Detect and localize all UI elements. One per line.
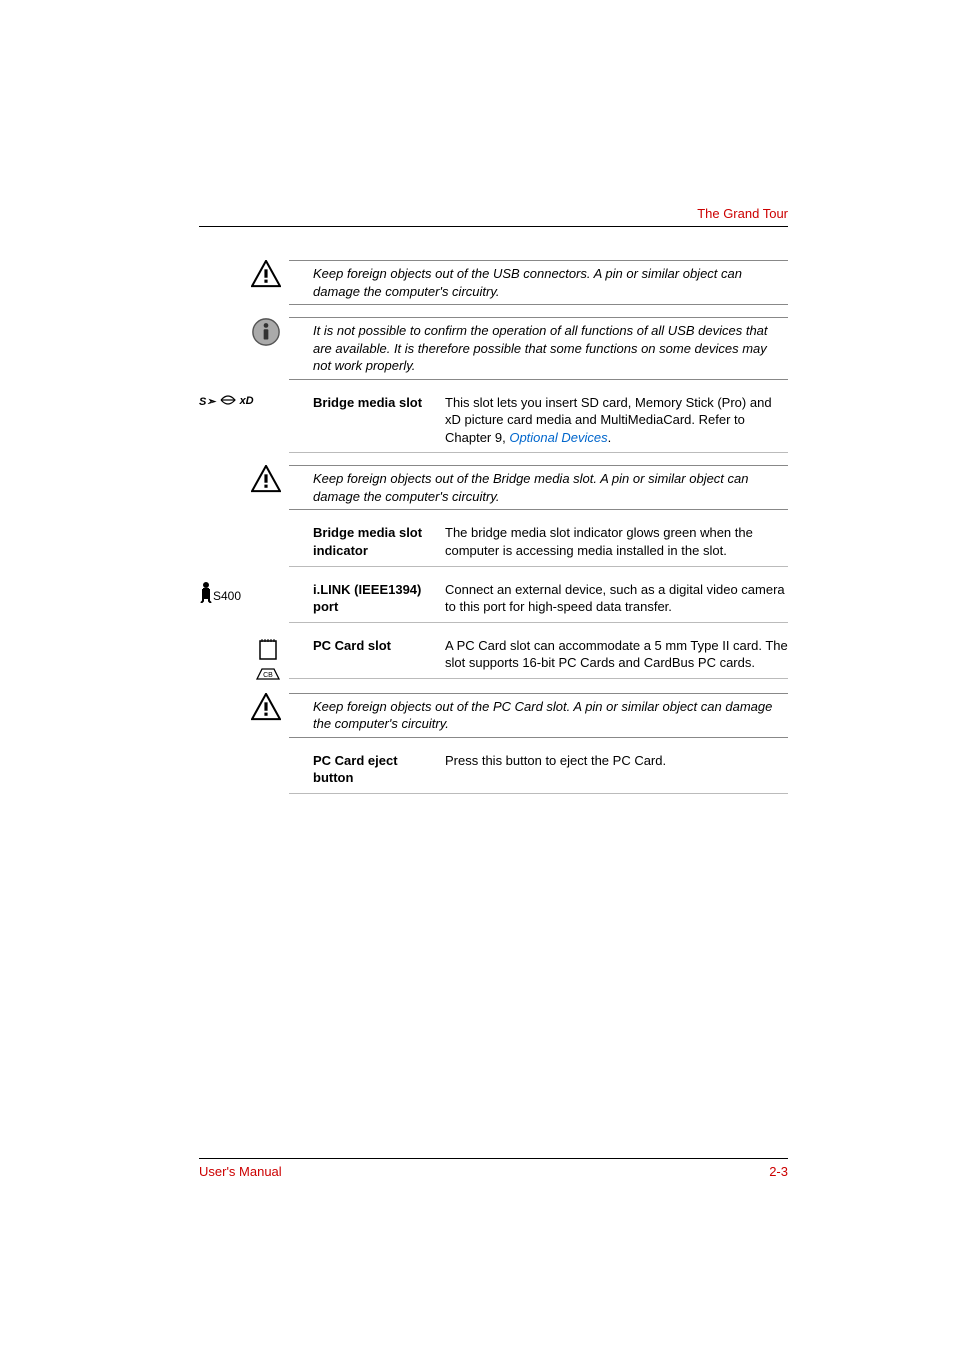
note-text: Keep foreign objects out of the PC Card … xyxy=(289,693,788,738)
note-text: Keep foreign objects out of the Bridge m… xyxy=(289,465,788,510)
item-bridge-media-slot: S➣ xD Bridge media slot This slot lets y… xyxy=(199,386,788,460)
note-text: Keep foreign objects out of the USB conn… xyxy=(289,260,788,305)
description: The bridge media slot indicator glows gr… xyxy=(439,522,788,559)
footer-manual-title: User's Manual xyxy=(199,1164,282,1179)
description: This slot lets you insert SD card, Memor… xyxy=(439,392,788,447)
info-icon xyxy=(199,317,289,352)
xd-icon: xD xyxy=(240,395,254,407)
item-ilink-port: S400 i.LINK (IEEE1394) port Connect an e… xyxy=(199,573,788,629)
term: Bridge media slot xyxy=(289,392,439,447)
note-text: It is not possible to confirm the operat… xyxy=(289,317,788,380)
note-usb-warning: Keep foreign objects out of the USB conn… xyxy=(199,254,788,311)
warning-icon xyxy=(199,465,289,498)
warning-icon xyxy=(199,693,289,726)
footer-rule xyxy=(199,1158,788,1159)
note-pccard-warning: Keep foreign objects out of the PC Card … xyxy=(199,687,788,744)
svg-text:CB: CB xyxy=(263,672,273,679)
item-pccard-eject: PC Card eject button Press this button t… xyxy=(199,744,788,800)
link-optional-devices[interactable]: Optional Devices xyxy=(509,430,607,445)
ms-icon xyxy=(220,394,236,409)
media-card-icons: S➣ xD xyxy=(199,392,289,409)
pccard-icon: CB xyxy=(199,635,289,681)
sd-icon: S➣ xyxy=(199,395,216,408)
description: A PC Card slot can accommodate a 5 mm Ty… xyxy=(439,635,788,672)
item-pccard-slot: CB PC Card slot A PC Card slot can accom… xyxy=(199,629,788,687)
term: i.LINK (IEEE1394) port xyxy=(289,579,439,616)
description: Connect an external device, such as a di… xyxy=(439,579,788,616)
ilink-label: S400 xyxy=(213,589,241,603)
page-content: Keep foreign objects out of the USB conn… xyxy=(199,254,788,800)
term: Bridge media slot indicator xyxy=(289,522,439,559)
manual-page: The Grand Tour Keep foreign objects out … xyxy=(0,0,954,1351)
warning-icon xyxy=(199,260,289,293)
footer-page-number: 2-3 xyxy=(769,1164,788,1179)
term: PC Card eject button xyxy=(289,750,439,787)
ilink-icon: S400 xyxy=(199,579,289,603)
desc-text: . xyxy=(608,430,612,445)
header-rule xyxy=(199,226,788,227)
item-bridge-indicator: Bridge media slot indicator The bridge m… xyxy=(199,516,788,572)
note-usb-info: It is not possible to confirm the operat… xyxy=(199,311,788,386)
description: Press this button to eject the PC Card. xyxy=(439,750,788,787)
section-header: The Grand Tour xyxy=(697,206,788,221)
note-bridge-warning: Keep foreign objects out of the Bridge m… xyxy=(199,459,788,516)
term: PC Card slot xyxy=(289,635,439,672)
